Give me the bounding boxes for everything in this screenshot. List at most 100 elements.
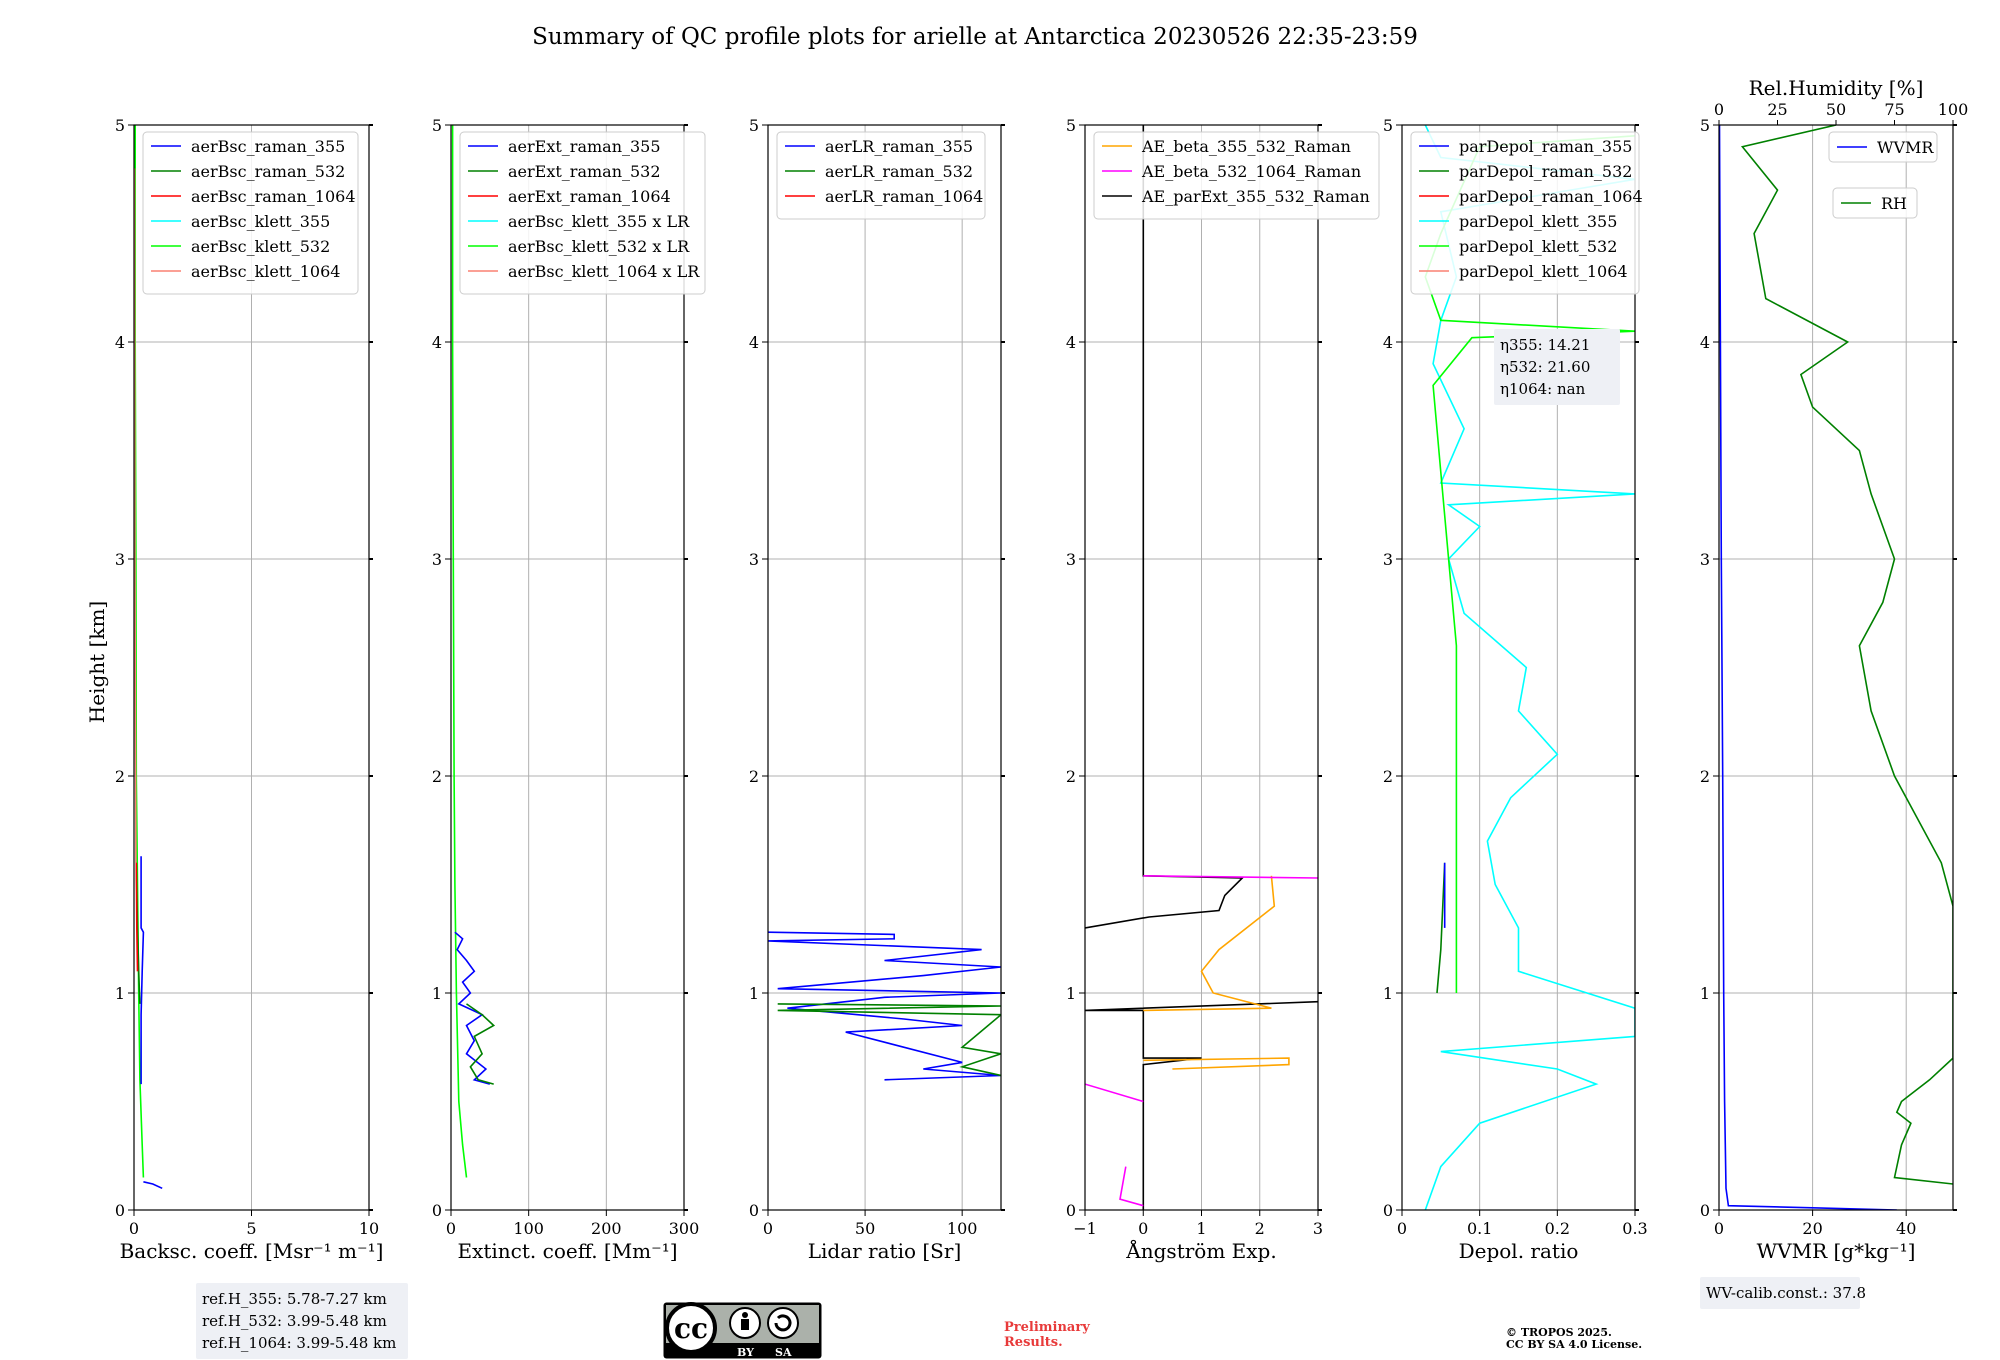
legend-label: aerExt_raman_532 [508, 162, 661, 181]
legend-label: aerBsc_klett_1064 [191, 262, 340, 281]
series-line-parDepol_raman_532 [1436, 862, 1446, 994]
legend-label: parDepol_raman_532 [1459, 162, 1632, 181]
y-tick-label: 0 [749, 1201, 759, 1220]
legend-label: parDepol_raman_355 [1459, 137, 1632, 156]
y-tick-label: 1 [115, 984, 125, 1003]
y-tick-label: 0 [432, 1201, 442, 1220]
legend-label: aerBsc_klett_355 x LR [508, 212, 690, 231]
legend: AE_beta_355_532_Raman AE_beta_532_1064_Ra… [1093, 131, 1380, 220]
y-tick-label: 5 [115, 116, 125, 135]
top-tick-label: 50 [1826, 100, 1846, 119]
legend-box [1410, 131, 1640, 295]
legend-label: AE_beta_355_532_Raman [1141, 137, 1351, 156]
y-tick-label: 2 [1066, 767, 1076, 786]
x-axis-label: Ångström Exp. [1125, 1238, 1276, 1263]
svg-text:cc: cc [674, 1312, 708, 1345]
series-group [134, 125, 163, 1190]
axes-frame [1401, 124, 1636, 1211]
x-axis-label: Backsc. coeff. [Msr⁻¹ m⁻¹] [120, 1239, 384, 1263]
x-axis-label: WVMR [g*kg⁻¹] [1757, 1239, 1916, 1263]
legend-label: parDepol_klett_355 [1459, 212, 1617, 231]
y-tick-label: 3 [1700, 550, 1710, 569]
legend-label: aerBsc_raman_355 [191, 137, 345, 156]
x-axis-label: Extinct. coeff. [Mm⁻¹] [457, 1239, 677, 1263]
y-tick-label: 1 [432, 984, 442, 1003]
x-tick-label: 50 [855, 1219, 875, 1238]
y-tick-label: 4 [432, 333, 442, 352]
series-line-aerBsc_raman_355 [140, 856, 145, 1085]
series-group [768, 931, 1001, 1081]
legend-label: aerBsc_klett_355 [191, 212, 330, 231]
annotation-box: ref.H_355: 5.78-7.27 km ref.H_532: 3.99-5… [196, 1283, 408, 1359]
legend-box [1828, 131, 1938, 163]
series-line-AE_beta_532_1064_Raman [1143, 875, 1318, 879]
x-tick-label: 0 [1714, 1219, 1724, 1238]
axes-frame [450, 124, 685, 1211]
legend-box [142, 131, 359, 295]
series-line-AE_beta_355_532_Raman [1143, 875, 1276, 1012]
preliminary-notice: Preliminary Results. [1004, 1320, 1090, 1350]
x-axis-label: Lidar ratio [Sr] [808, 1239, 962, 1263]
legend-label: WVMR [1877, 138, 1934, 157]
panel-extinction: 0 100 200 300 0 1 2 3 4 5 Extinct. coeff. [Mm⁻¹] ae… [432, 116, 706, 1263]
y-tick-label: 2 [432, 767, 442, 786]
y-tick-label: 3 [749, 550, 759, 569]
legend-label: aerLR_raman_355 [825, 137, 973, 156]
legend-label: aerExt_raman_1064 [508, 187, 671, 206]
legend-label: aerBsc_raman_1064 [191, 187, 356, 206]
series-line-AE_beta_532_1064_Raman_low [1085, 1083, 1144, 1103]
top-axis-label: Rel.Humidity [%] [1749, 76, 1924, 100]
cc-sa-text: SA [775, 1346, 792, 1359]
y-tick-label: 3 [432, 550, 442, 569]
y-tick-label: 4 [1700, 333, 1710, 352]
y-tick-label: 5 [1700, 116, 1710, 135]
x-tick-label: 20 [1802, 1219, 1822, 1238]
series-line-AE_beta_355_532_Raman_low [1143, 1057, 1290, 1070]
legend-label: aerBsc_raman_532 [191, 162, 345, 181]
x-tick-label: 0.3 [1622, 1219, 1647, 1238]
y-tick-label: 0 [1700, 1201, 1710, 1220]
series-line-aerBsc_klett_532 x LR [451, 125, 468, 1178]
x-tick-label: 10 [359, 1219, 379, 1238]
series-line-aerLR_raman_355 [768, 931, 1001, 1081]
legend-label: aerLR_raman_1064 [825, 187, 983, 206]
y-tick-label: 1 [1066, 984, 1076, 1003]
x-tick-label: −1 [1073, 1219, 1097, 1238]
top-tick-label: 25 [1767, 100, 1787, 119]
legend-box [1832, 187, 1918, 219]
legend-label: aerBsc_klett_532 [191, 237, 330, 256]
y-tick-label: 5 [432, 116, 442, 135]
panel-depol: 0 0.1 0.2 0.3 0 1 2 3 4 5 Depol. ratio parDepol_ram… [1383, 116, 1648, 1263]
legend: aerLR_raman_355 aerLR_raman_532 aerLR_rama… [776, 131, 986, 220]
series-group [1085, 125, 1318, 1210]
annotation-line: WV-calib.const.: 37.8 [1706, 1284, 1866, 1302]
x-tick-label: 0.1 [1467, 1219, 1492, 1238]
annotation-line: ref.H_1064: 3.99-5.48 km [202, 1334, 396, 1352]
panel-lidar_ratio: 0 50 100 0 1 2 3 4 5 Lidar ratio [Sr] aerLR_raman_… [749, 116, 1005, 1263]
x-tick-label: 1 [1196, 1219, 1206, 1238]
series-group [451, 125, 496, 1178]
cc-by-sa-license-icon: cc BY SA [663, 1302, 822, 1359]
x-tick-label: 3 [1313, 1219, 1323, 1238]
x-tick-label: 0 [1397, 1219, 1407, 1238]
x-tick-label: 0 [446, 1219, 456, 1238]
top-tick-label: 75 [1884, 100, 1904, 119]
series-group [1719, 125, 1953, 1210]
x-tick-label: 300 [669, 1219, 700, 1238]
annotation-line: ref.H_532: 3.99-5.48 km [202, 1312, 387, 1330]
y-tick-label: 1 [1700, 984, 1710, 1003]
annotation-box: η355: 14.21 η532: 21.60 η1064: nan [1494, 329, 1620, 405]
legend-label: parDepol_klett_532 [1459, 237, 1617, 256]
y-tick-label: 0 [1066, 1201, 1076, 1220]
y-tick-label: 2 [1383, 767, 1393, 786]
preliminary-line-1: Preliminary [1004, 1320, 1090, 1335]
legend-label: RH [1881, 194, 1907, 213]
series-line-aerLR_raman_532 [777, 1003, 1001, 1077]
legend-box [776, 131, 986, 220]
y-tick-label: 5 [1066, 116, 1076, 135]
annotation-line: η532: 21.60 [1500, 358, 1590, 376]
top-tick-label: 100 [1938, 100, 1969, 119]
copyright-line-2: CC BY SA 4.0 License. [1506, 1338, 1643, 1351]
